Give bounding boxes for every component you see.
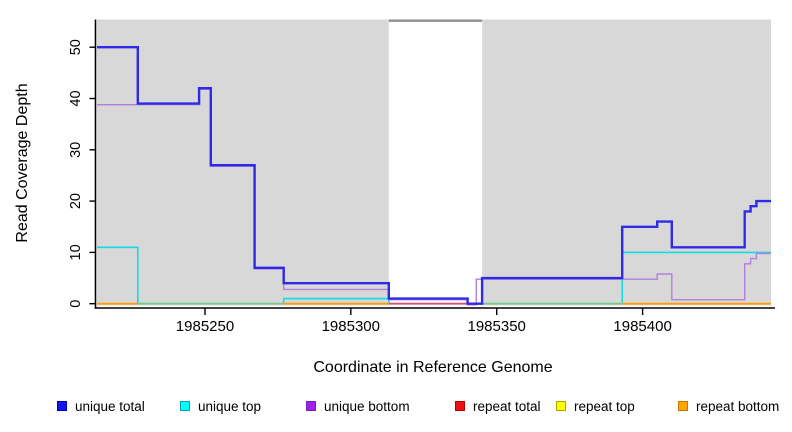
x-axis-title: Coordinate in Reference Genome [313,359,552,376]
x-tick-label: 1985350 [467,318,525,335]
y-tick-label: 30 [68,142,84,158]
legend-label: repeat top [574,398,635,414]
y-tick-label: 0 [68,300,84,308]
legend-swatch-repeat-total [455,401,465,411]
x-tick-label: 1985300 [322,318,380,335]
legend-swatch-repeat-top [556,401,566,411]
legend-item-repeat-bottom: repeat bottom [678,398,779,414]
legend-item-repeat-top: repeat top [556,398,635,414]
coverage-gap-region [388,19,483,306]
y-tick-label: 50 [68,39,84,55]
legend-item-unique-total: unique total [57,398,145,414]
series-line-unique-total [97,46,771,305]
legend-swatch-unique-total [57,401,67,411]
legend-swatch-unique-bottom [306,401,316,411]
y-tick-label: 40 [68,90,84,106]
legend-label: unique bottom [324,398,410,414]
legend-item-unique-bottom: unique bottom [306,398,410,414]
legend-label: repeat total [473,398,541,414]
legend: unique total unique top unique bottom repea… [0,398,792,418]
x-tick-label: 1985400 [613,318,671,335]
y-axis-title: Read Coverage Depth [14,83,31,242]
legend-swatch-repeat-bottom [678,401,688,411]
y-tick-label: 10 [68,244,84,260]
legend-label: repeat bottom [696,398,780,414]
legend-label: unique top [198,398,262,414]
y-tick-label: 20 [68,193,84,209]
legend-label: unique total [75,398,145,414]
x-tick-label: 1985250 [176,318,234,335]
coverage-plot: 0 10 20 30 40 50 1985250 1985300 1985350 1985400 C… [14,19,775,376]
legend-swatch-unique-top [180,401,190,411]
legend-item-repeat-total: repeat total [455,398,541,414]
legend-item-unique-top: unique top [180,398,261,414]
